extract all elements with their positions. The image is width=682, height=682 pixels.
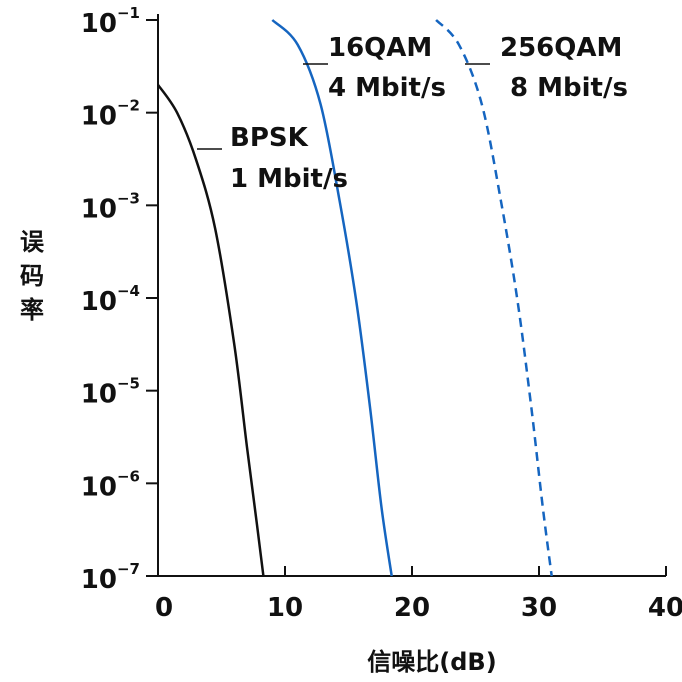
- series-line-256qam: [435, 19, 553, 577]
- series-labels: BPSK 1 Mbit/s 16QAM 4 Mbit/s 256QAM 8 Mbit/s: [197, 33, 628, 194]
- series-label-bpsk-rate: 1 Mbit/s: [230, 164, 348, 194]
- x-tick-label: 30: [521, 593, 557, 623]
- y-ticks: 10−1 10−2 10−3 10−4 10−5 10−6 10−7: [81, 4, 158, 595]
- series-label-16qam-name: 16QAM: [328, 33, 432, 63]
- series-label-bpsk-name: BPSK: [230, 123, 309, 153]
- y-tick-label: 10−1: [81, 4, 140, 39]
- series-label-256qam-name: 256QAM: [500, 33, 622, 63]
- y-tick-label: 10−6: [81, 467, 140, 502]
- x-axis-title: 信噪比(dB): [367, 648, 496, 676]
- series: [156, 19, 553, 577]
- x-tick-label: 40: [648, 593, 682, 623]
- y-tick-label: 10−5: [81, 375, 140, 410]
- series-label-256qam-rate: 8 Mbit/s: [510, 73, 628, 103]
- series-label-16qam-rate: 4 Mbit/s: [328, 73, 446, 103]
- series-line-bpsk: [156, 84, 265, 577]
- y-tick-label: 10−4: [81, 282, 140, 317]
- series-line-16qam: [271, 19, 393, 577]
- y-tick-label: 10−7: [81, 560, 140, 595]
- x-ticks: 0 10 20 30 40: [155, 566, 682, 623]
- y-tick-label: 10−2: [81, 97, 140, 132]
- y-tick-label: 10−3: [81, 189, 140, 224]
- x-tick-label: 20: [394, 593, 430, 623]
- y-axis-title: 误码率: [20, 228, 45, 324]
- x-tick-label: 10: [267, 593, 303, 623]
- x-tick-label: 0: [155, 593, 173, 623]
